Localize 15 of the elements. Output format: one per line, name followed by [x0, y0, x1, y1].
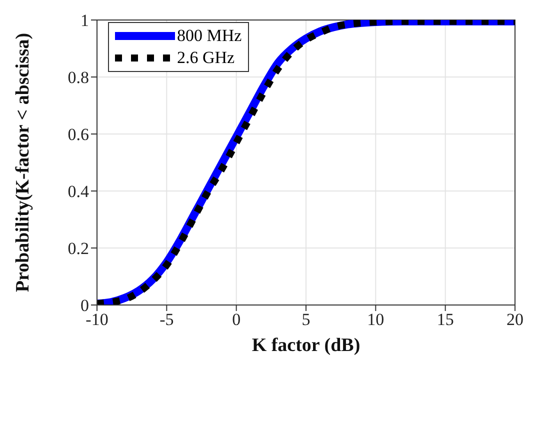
y-tick-label: 0.6 — [68, 125, 89, 144]
y-tick-label: 0.4 — [68, 182, 90, 202]
x-tick-label: 15 — [436, 310, 454, 330]
x-tick-label: 20 — [506, 310, 524, 330]
x-axis-title: K factor (dB) — [252, 335, 360, 356]
x-tick-label: 0 — [232, 310, 241, 330]
y-tick-label: 0.8 — [68, 68, 89, 88]
x-tick-label: 5 — [302, 310, 310, 330]
y-tick-label: 1 — [80, 11, 89, 30]
x-tick-label: 10 — [367, 310, 384, 330]
legend-label: 2.6 GHz — [177, 47, 235, 69]
x-tick-label: -5 — [160, 310, 174, 330]
legend-label: 800 MHz — [177, 25, 242, 47]
y-axis-title: Probability(K-factor < abscissa) — [12, 32, 34, 292]
y-tick-label: 0.2 — [68, 239, 89, 258]
